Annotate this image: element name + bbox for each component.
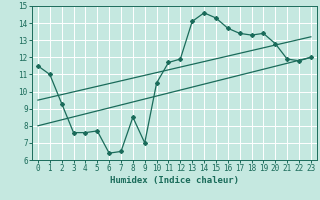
- X-axis label: Humidex (Indice chaleur): Humidex (Indice chaleur): [110, 176, 239, 185]
